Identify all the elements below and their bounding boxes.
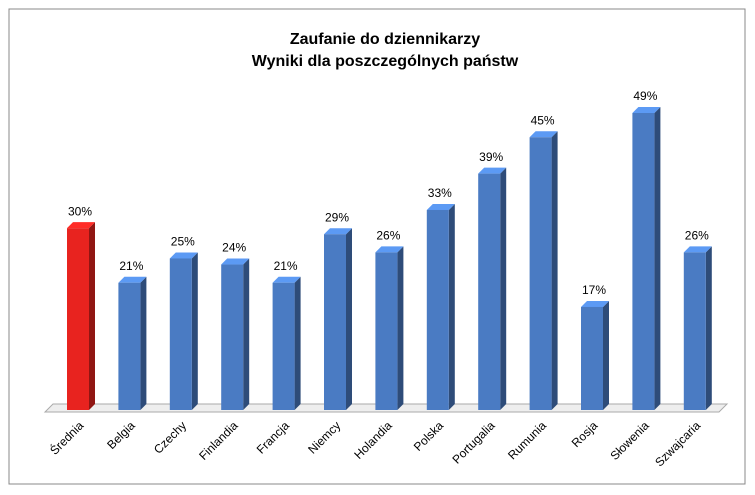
data-label: 21% [119,259,143,273]
bar-top [478,167,507,174]
bar [169,258,192,410]
bar-top [426,203,455,210]
bar-side [500,167,507,410]
bar [683,252,706,410]
bar-side [294,276,301,410]
data-label: 39% [479,150,503,164]
data-label: 49% [633,89,657,103]
bar-side [705,246,712,410]
data-label: 21% [274,259,298,273]
data-label: 17% [582,283,606,297]
bar [529,137,552,410]
bar-top [169,252,198,259]
bar [478,173,501,410]
bar [221,264,244,410]
data-label: 33% [428,186,452,200]
bar-side [243,258,250,410]
bar-top [324,228,352,235]
bar-side [346,228,352,410]
bar-top [67,222,95,229]
data-label: 26% [376,229,400,243]
data-label: 30% [68,204,92,218]
data-label: 26% [685,229,709,243]
bar-top [118,276,147,283]
bar-top [375,246,404,253]
bar-side [654,107,661,410]
bar-top [529,131,558,138]
bar-side [603,300,609,410]
bar-top [581,300,609,307]
bar-top [632,107,661,113]
bar [272,282,295,410]
bar [324,234,346,410]
bar-top [683,246,712,253]
bar-side [191,252,198,410]
data-label: 45% [531,113,555,127]
bar-side [140,276,147,410]
bar-side [89,222,95,410]
bar-side [551,131,558,410]
bar [67,228,89,410]
data-label: 25% [171,235,195,249]
chart-subtitle: Wyniki dla poszczególnych państw [252,53,519,70]
bar [375,252,398,410]
data-label: 29% [325,210,349,224]
bar [632,113,655,410]
bar [581,306,603,410]
chart-title: Zaufanie do dziennikarzy [290,31,480,48]
bar-top [272,276,301,283]
bar-side [448,203,455,410]
bar [426,209,449,410]
bar [118,282,141,410]
bar-top [221,258,250,265]
data-label: 24% [222,241,246,255]
bar-side [397,246,404,410]
